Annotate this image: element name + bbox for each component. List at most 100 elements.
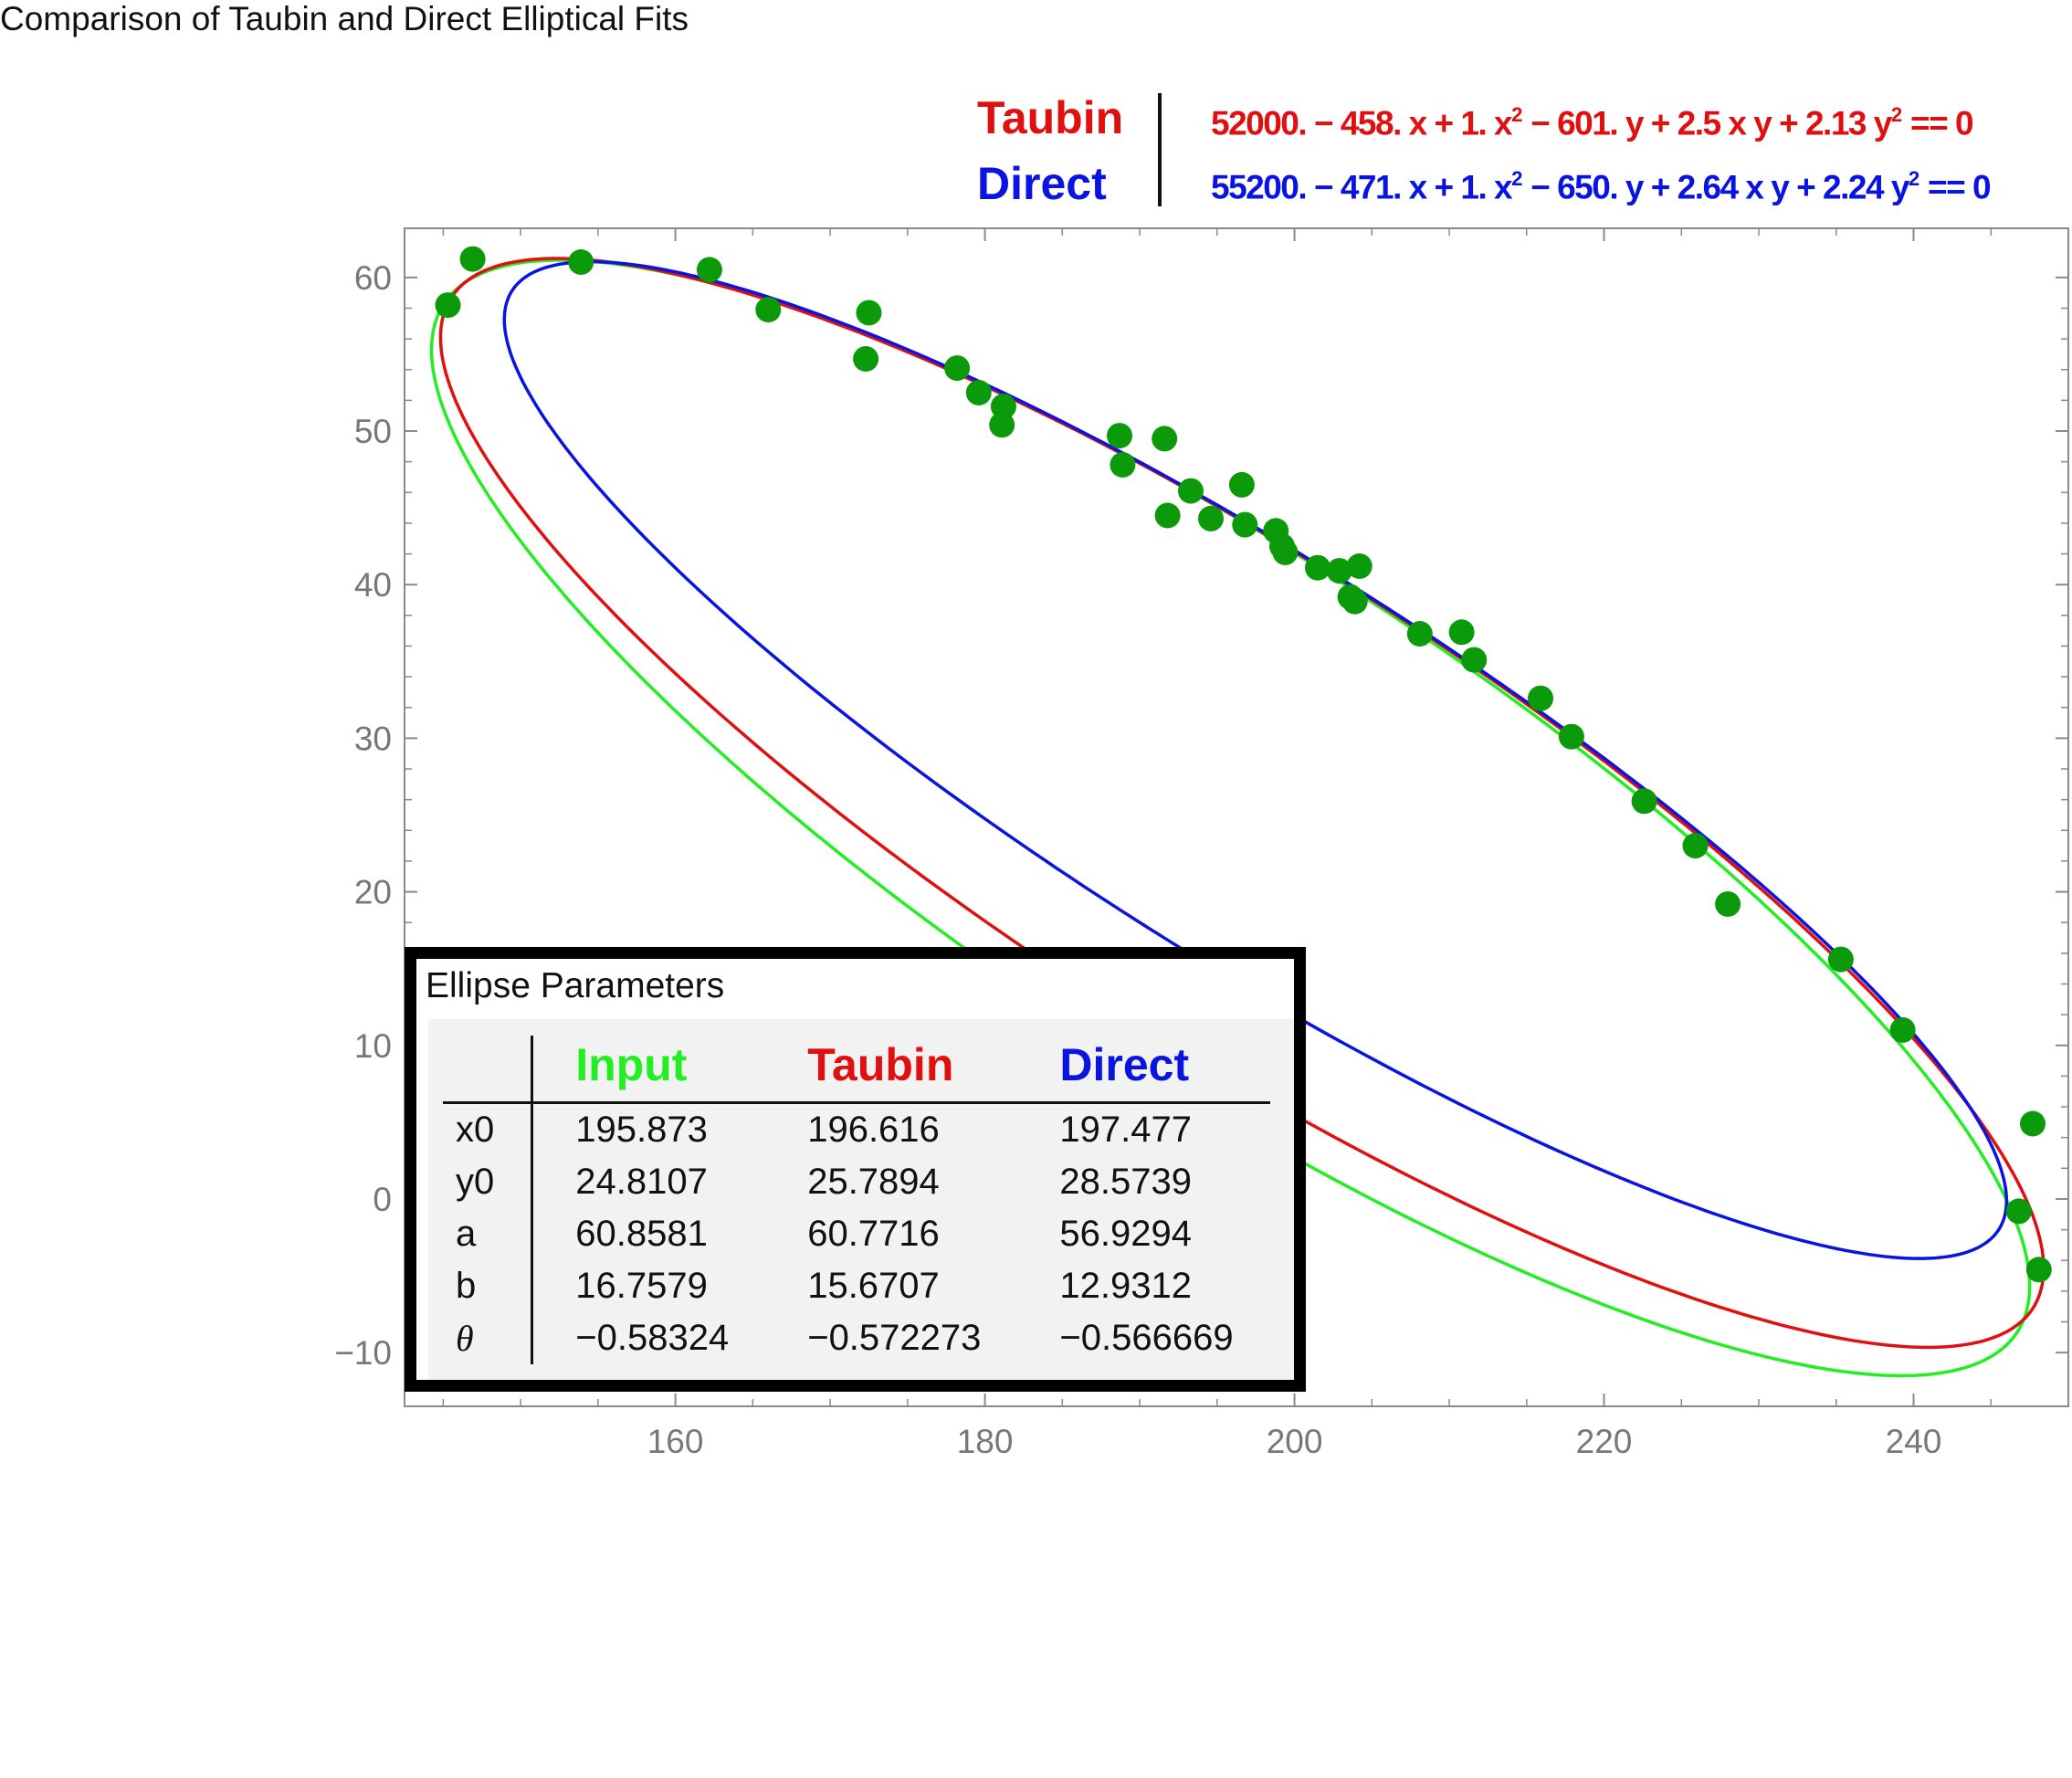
row-label-theta: θ [443, 1312, 534, 1364]
ellipse-parameters-panel: Input Taubin Direct x0 195.873 196.616 1… [428, 1019, 1294, 1380]
x-tick-label: 160 [647, 1423, 704, 1460]
table-row-a: a 60.8581 60.7716 56.9294 [443, 1208, 1270, 1260]
data-point [568, 249, 594, 275]
data-point [459, 246, 486, 272]
data-point [2025, 1257, 2052, 1283]
data-point [1107, 423, 1132, 449]
direct-eq-tail: == 0 [1919, 168, 1992, 206]
direct-eq-const: 55200. [1211, 168, 1308, 206]
data-point [856, 300, 882, 326]
cell-b-input: 16.7579 [575, 1266, 708, 1306]
table-corner-cell [443, 1036, 534, 1103]
direct-eq-y-exponent: 2 [1908, 167, 1920, 190]
y-tick-label: 50 [354, 413, 392, 450]
x-tick-label: 240 [1886, 1423, 1942, 1460]
column-header-input: Input [575, 1039, 688, 1090]
ellipse-parameters-box: Ellipse Parameters Input Taubin Direct x… [405, 947, 1306, 1392]
legend-label-taubin: Taubin [977, 92, 1124, 143]
cell-x0-input: 195.873 [575, 1110, 708, 1150]
table-row-x0: x0 195.873 196.616 197.477 [443, 1102, 1270, 1156]
plot-frame [404, 227, 2069, 1407]
cell-a-taubin: 60.7716 [807, 1214, 940, 1254]
data-point [1406, 621, 1433, 647]
data-point [755, 297, 782, 323]
cell-y0-taubin: 25.7894 [807, 1162, 940, 1202]
x-tick-label: 180 [957, 1423, 1014, 1460]
table-row-theta: θ −0.58324 −0.572273 −0.566669 [443, 1312, 1270, 1364]
cell-theta-taubin: −0.572273 [807, 1318, 982, 1358]
data-point [1178, 478, 1204, 504]
taubin-eq-const: 52000. [1211, 104, 1308, 142]
data-point [1461, 647, 1488, 673]
data-point [1448, 619, 1475, 646]
data-point [1715, 891, 1741, 917]
data-point [1631, 788, 1657, 815]
table-row-b: b 16.7579 15.6707 12.9312 [443, 1260, 1270, 1312]
data-point [1341, 588, 1368, 615]
data-point [1152, 426, 1178, 452]
row-label-b: b [443, 1260, 534, 1312]
legend-equation-taubin: 52000. − 458. x + 1. x2 − 601. y + 2.5 x… [1211, 103, 1974, 142]
taubin-eq-x-terms: − 458. x + 1. x [1313, 104, 1513, 142]
cell-x0-taubin: 196.616 [807, 1110, 940, 1150]
taubin-eq-y-exponent: 2 [1890, 103, 1903, 126]
table-header-row: Input Taubin Direct [443, 1036, 1270, 1103]
column-header-taubin: Taubin [807, 1039, 954, 1090]
cell-a-input: 60.8581 [575, 1214, 708, 1254]
cell-x0-direct: 197.477 [1059, 1110, 1192, 1150]
direct-eq-x-terms: − 471. x + 1. x [1313, 168, 1513, 206]
data-point [853, 346, 879, 372]
page-title: Comparison of Taubin and Direct Elliptic… [0, 0, 689, 37]
cell-theta-direct: −0.566669 [1059, 1318, 1234, 1358]
data-point [1528, 685, 1553, 711]
x-tick-label: 200 [1267, 1423, 1323, 1460]
row-label-x0: x0 [443, 1102, 534, 1156]
data-point [2005, 1198, 2032, 1225]
y-tick-label: −10 [334, 1334, 392, 1372]
data-point [1682, 833, 1709, 859]
data-point [1232, 511, 1258, 538]
ellipse-direct [502, 259, 2009, 1260]
direct-eq-x-exponent: 2 [1511, 167, 1523, 190]
data-point [1889, 1016, 1916, 1043]
data-point [1558, 723, 1584, 750]
taubin-eq-x-exponent: 2 [1511, 103, 1523, 126]
plot-content [429, 246, 2052, 1378]
cell-a-direct: 56.9294 [1059, 1214, 1192, 1254]
data-point [1326, 558, 1352, 584]
data-point [1346, 553, 1373, 579]
column-header-direct: Direct [1059, 1039, 1190, 1090]
cell-b-taubin: 15.6707 [807, 1266, 940, 1306]
data-point [1110, 452, 1136, 478]
data-point [944, 355, 971, 382]
row-label-y0: y0 [443, 1156, 534, 1208]
data-point [2020, 1110, 2046, 1137]
data-point [1228, 471, 1255, 498]
data-point [1154, 502, 1181, 529]
y-tick-label: 20 [354, 874, 392, 911]
data-point [990, 394, 1016, 420]
cell-theta-input: −0.58324 [575, 1318, 730, 1358]
y-tick-label: 10 [354, 1027, 392, 1065]
y-tick-label: 0 [373, 1181, 392, 1218]
data-point [989, 412, 1015, 438]
cell-b-direct: 12.9312 [1059, 1266, 1192, 1306]
taubin-eq-y-terms: − 601. y + 2.5 x y + 2.13 y [1530, 104, 1892, 142]
y-tick-label: 60 [354, 259, 392, 297]
data-point [965, 380, 992, 405]
cell-y0-input: 24.8107 [575, 1162, 708, 1202]
row-label-a: a [443, 1208, 534, 1260]
data-point [1305, 554, 1330, 581]
legend-equation-direct: 55200. − 471. x + 1. x2 − 650. y + 2.64 … [1211, 167, 1992, 206]
cell-y0-direct: 28.5739 [1059, 1162, 1192, 1202]
data-point [1827, 946, 1854, 973]
x-tick-label: 220 [1576, 1423, 1633, 1460]
table-row-y0: y0 24.8107 25.7894 28.5739 [443, 1156, 1270, 1208]
y-tick-label: 40 [354, 566, 392, 604]
ellipse-parameters-title: Ellipse Parameters [426, 966, 725, 1005]
data-point [1272, 539, 1299, 565]
data-point [696, 257, 722, 283]
taubin-eq-tail: == 0 [1902, 104, 1974, 142]
legend-divider [1158, 93, 1162, 206]
